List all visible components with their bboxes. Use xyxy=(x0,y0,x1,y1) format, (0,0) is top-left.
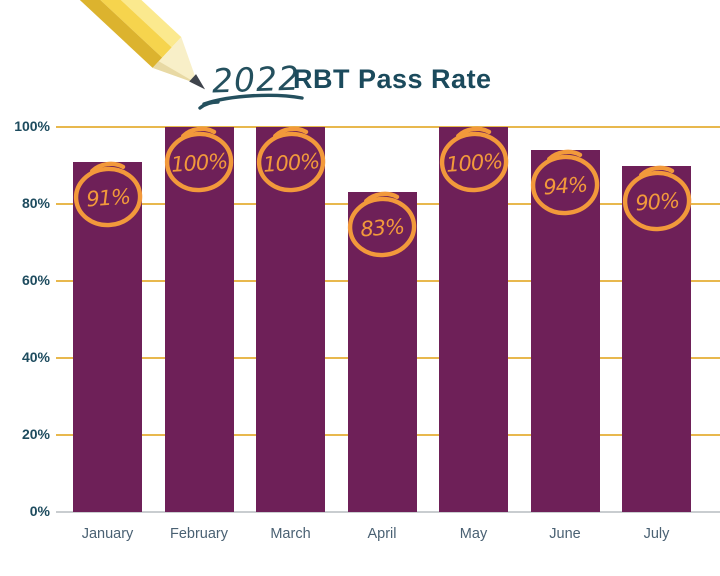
y-tick-label: 80% xyxy=(21,195,50,211)
bar-value-label: 83% xyxy=(360,215,405,242)
hand-drawn-circle-icon xyxy=(347,197,417,258)
bar-july xyxy=(622,165,691,512)
handwritten-underline-icon xyxy=(198,93,304,110)
circle-flick-stroke xyxy=(272,126,308,139)
x-axis-line xyxy=(56,511,720,513)
x-tick-label-february: February xyxy=(169,526,229,542)
x-tick-label-may: May xyxy=(459,526,488,542)
value-badge: 100% xyxy=(256,126,325,193)
circle-flick-stroke xyxy=(89,161,125,173)
bar-january xyxy=(73,161,142,512)
y-tick-label: 60% xyxy=(21,272,50,288)
value-badge: 94% xyxy=(530,149,600,216)
hand-drawn-circle-icon xyxy=(256,131,325,193)
bar-value-label: 90% xyxy=(634,188,679,215)
value-badge: 91% xyxy=(73,161,142,227)
value-badge: 83% xyxy=(347,192,417,258)
value-badge: 90% xyxy=(622,165,691,231)
value-badge: 100% xyxy=(439,126,508,193)
circle-flick-stroke xyxy=(364,192,400,204)
y-tick-label: 40% xyxy=(21,349,50,365)
pencil-icon xyxy=(30,0,206,90)
circle-flick-stroke xyxy=(455,126,491,139)
hand-drawn-circle-icon xyxy=(622,170,691,231)
hand-drawn-circle-icon xyxy=(439,131,508,193)
value-badge: 100% xyxy=(164,126,234,193)
hand-drawn-circle-icon xyxy=(164,131,234,193)
bar-value-label: 100% xyxy=(445,149,503,177)
circle-flick-stroke xyxy=(547,149,583,162)
bar-value-label: 100% xyxy=(170,149,228,177)
hand-drawn-circle-icon xyxy=(530,154,600,216)
bar-value-label: 100% xyxy=(262,149,320,177)
circle-flick-stroke xyxy=(638,165,674,177)
y-tick-label: 20% xyxy=(21,426,50,442)
gridline xyxy=(56,126,720,128)
bar-june xyxy=(530,150,600,512)
x-tick-label-july: July xyxy=(643,526,670,542)
x-tick-label-june: June xyxy=(549,526,581,542)
x-tick-label-april: April xyxy=(367,526,397,542)
circle-flick-stroke xyxy=(181,126,217,139)
bar-value-label: 94% xyxy=(543,173,588,200)
x-tick-label-march: March xyxy=(270,526,311,542)
y-tick-label: 100% xyxy=(14,118,50,134)
x-tick-label-january: January xyxy=(81,526,134,542)
bar-value-label: 91% xyxy=(85,184,130,211)
hand-drawn-circle-icon xyxy=(73,166,142,227)
y-tick-label: 0% xyxy=(29,503,50,519)
chart-title: RBT Pass Rate xyxy=(293,64,492,94)
